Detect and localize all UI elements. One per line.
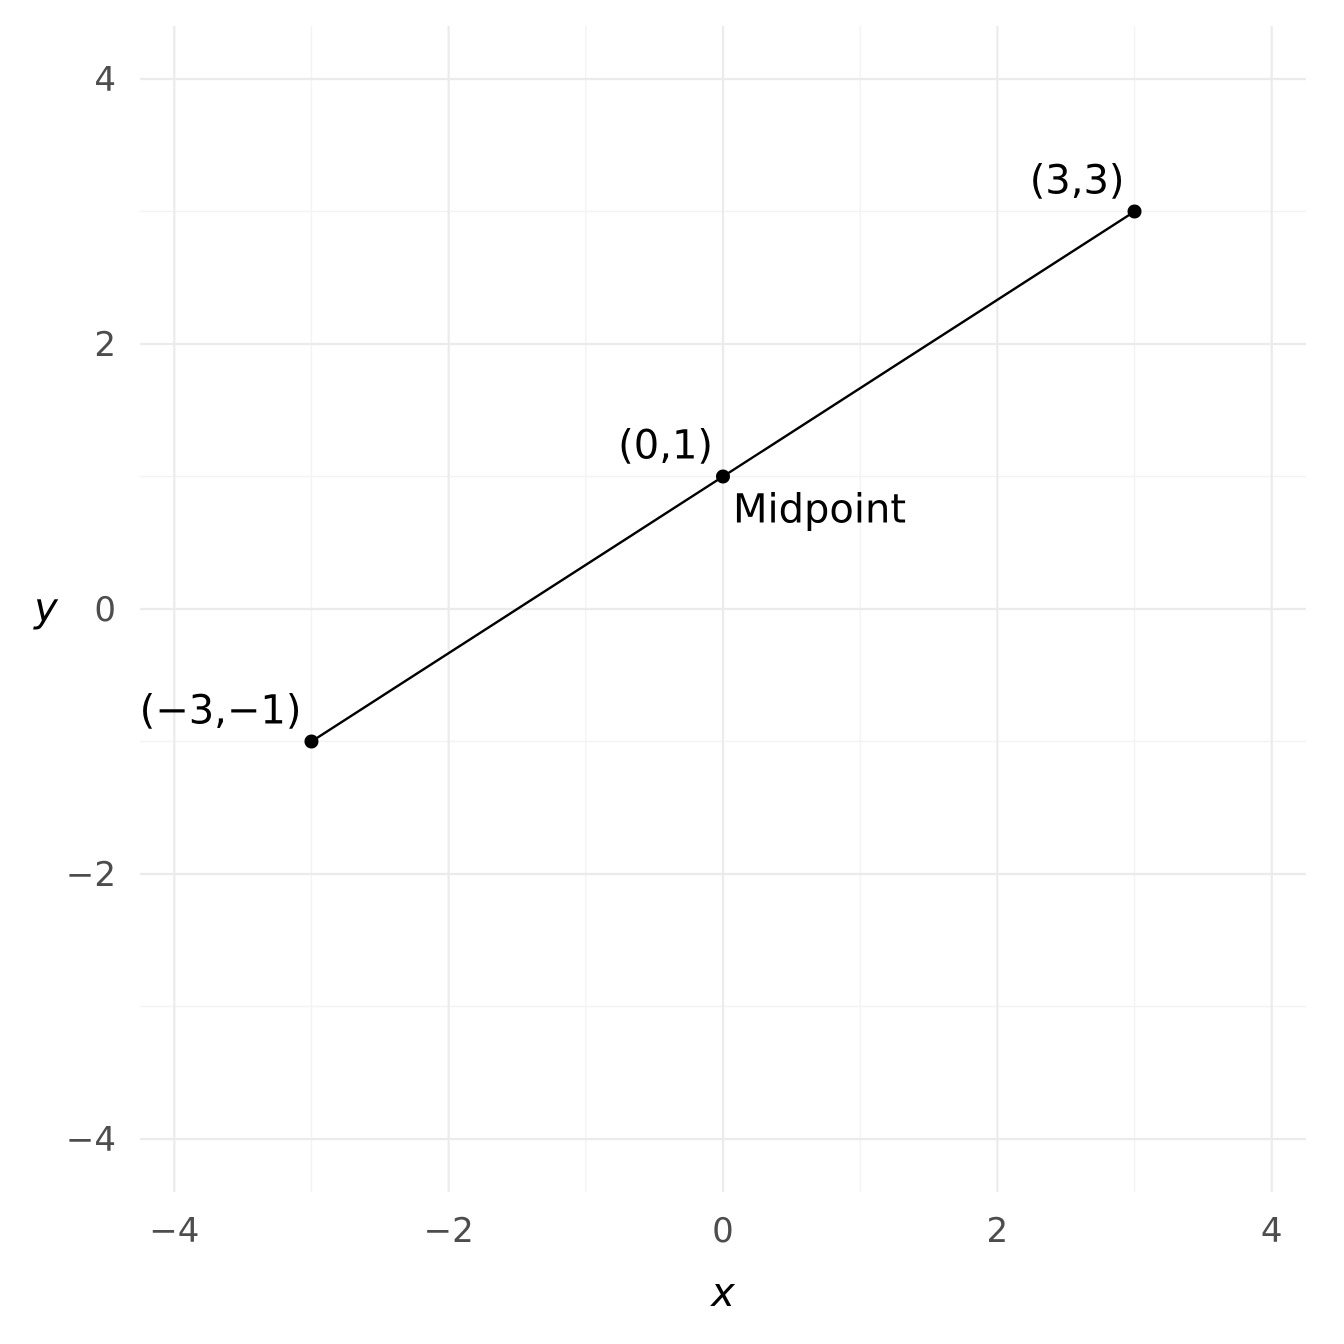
midpoint-annotation: Midpoint — [733, 487, 906, 533]
x-tick-label: 4 — [1261, 1211, 1283, 1251]
y-tick-label: 4 — [94, 60, 116, 100]
point-coordinate-label: (3,3) — [1030, 158, 1125, 204]
y-tick-label: −4 — [66, 1120, 116, 1160]
y-axis-title: y — [33, 585, 59, 631]
x-axis-tick-labels: −4 −2 0 2 4 — [149, 1211, 1282, 1251]
x-tick-label: −4 — [149, 1211, 199, 1251]
data-marks — [304, 204, 1142, 749]
x-tick-label: 2 — [987, 1211, 1009, 1251]
x-axis-title: x — [709, 1270, 735, 1316]
point-coordinate-label: (0,1) — [618, 423, 713, 469]
data-point — [1127, 204, 1142, 219]
point-coordinate-label: (−3,−1) — [140, 688, 302, 734]
data-point — [716, 469, 730, 484]
major-gridlines — [140, 26, 1306, 1192]
y-tick-label: 2 — [94, 325, 116, 365]
y-axis-tick-labels: −4 −2 0 2 4 — [66, 60, 116, 1160]
y-tick-label: 0 — [94, 590, 116, 630]
y-tick-label: −2 — [66, 855, 116, 895]
x-tick-label: 0 — [712, 1211, 734, 1251]
x-tick-label: −2 — [424, 1211, 474, 1251]
data-labels: (−3,−1) (0,1) (3,3) Midpoint — [140, 158, 1125, 734]
data-point — [304, 734, 319, 749]
